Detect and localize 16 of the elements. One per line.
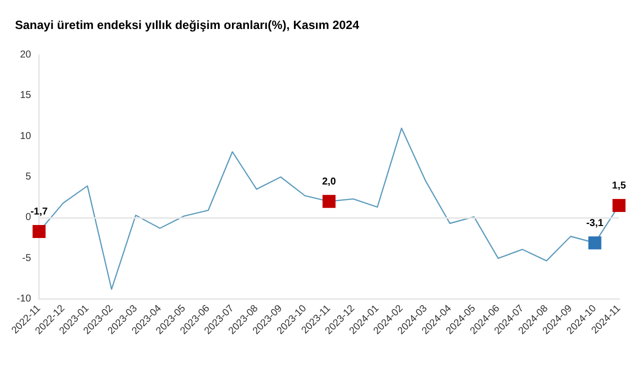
y-tick-label: 15: [20, 90, 32, 102]
point: [32, 224, 46, 238]
point: [612, 198, 626, 212]
data-label: -3,1: [586, 218, 604, 229]
y-tick-label: 10: [20, 130, 32, 142]
data-label: -1,7: [30, 206, 48, 218]
point: [322, 194, 336, 208]
y-tick-label: -5: [22, 252, 32, 264]
point: [588, 236, 602, 250]
chart-title: Sanayi üretim endeksi yıllık değişim oranları(%), Kasım 2024: [15, 18, 360, 32]
data-label: 1,5: [612, 180, 626, 192]
y-tick-label: 20: [20, 50, 32, 60]
y-tick-label: 0: [26, 212, 32, 224]
y-tick-label: 5: [26, 172, 32, 182]
data-label: 2,0: [322, 176, 336, 188]
y-tick-label: -10: [16, 294, 32, 304]
